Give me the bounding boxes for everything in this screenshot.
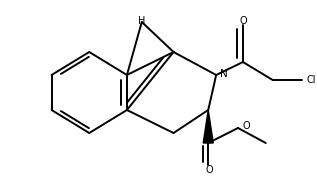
Text: O: O	[205, 165, 213, 175]
Text: Cl: Cl	[307, 75, 316, 85]
Polygon shape	[203, 110, 213, 143]
Text: N: N	[220, 69, 228, 79]
Text: O: O	[240, 16, 248, 26]
Text: H: H	[138, 16, 146, 26]
Text: O: O	[243, 121, 250, 131]
